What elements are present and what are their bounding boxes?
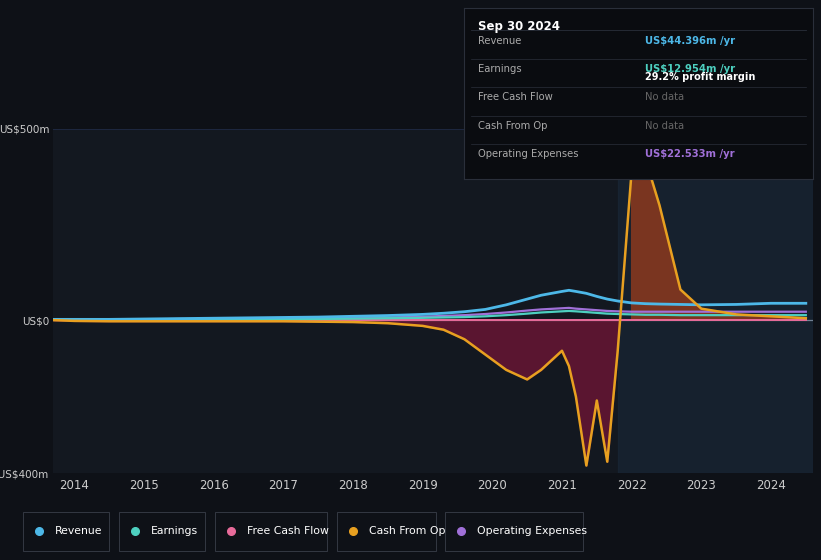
Bar <box>617 129 813 473</box>
Text: Sep 30 2024: Sep 30 2024 <box>478 20 560 34</box>
Text: US$44.396m /yr: US$44.396m /yr <box>645 35 736 45</box>
Text: Earnings: Earnings <box>151 526 198 535</box>
Text: Cash From Op: Cash From Op <box>478 120 548 130</box>
Text: Cash From Op: Cash From Op <box>369 526 445 535</box>
Text: US$12.954m /yr: US$12.954m /yr <box>645 64 736 74</box>
Text: Revenue: Revenue <box>478 35 521 45</box>
Text: Operating Expenses: Operating Expenses <box>478 149 578 159</box>
Text: Free Cash Flow: Free Cash Flow <box>247 526 329 535</box>
Text: Earnings: Earnings <box>478 64 521 74</box>
Text: US$22.533m /yr: US$22.533m /yr <box>645 149 735 159</box>
Text: Free Cash Flow: Free Cash Flow <box>478 92 553 102</box>
Text: 29.2% profit margin: 29.2% profit margin <box>645 72 755 82</box>
Text: Operating Expenses: Operating Expenses <box>478 526 588 535</box>
Text: No data: No data <box>645 92 685 102</box>
Text: Revenue: Revenue <box>55 526 103 535</box>
Text: No data: No data <box>645 120 685 130</box>
